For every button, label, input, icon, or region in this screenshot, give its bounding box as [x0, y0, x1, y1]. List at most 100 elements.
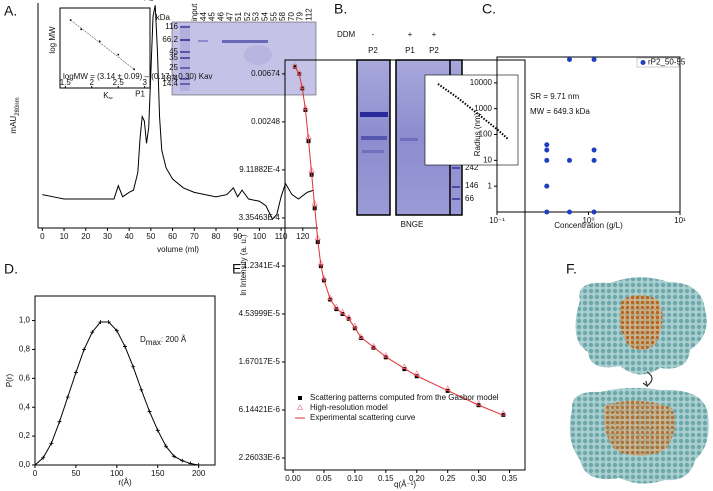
fit-result: SR = 9.71 nm	[530, 92, 579, 101]
y-tick-label: 0,0	[19, 460, 31, 469]
x-axis-label: volume (ml)	[157, 245, 199, 254]
dmax-annotation: Dmax: 200 Å	[140, 335, 187, 347]
y-tick-label: 2.26033E-6	[239, 453, 281, 462]
point-marker	[114, 328, 119, 333]
point-marker	[139, 387, 144, 392]
point-marker	[131, 364, 136, 369]
y-tick-label: 0.00248	[251, 117, 280, 126]
point	[591, 209, 597, 215]
y-tick-label: 1000	[474, 104, 492, 113]
gel-unit: kDa	[156, 13, 171, 22]
x-axis-label: Concentration (g/L)	[554, 221, 623, 230]
plot-frame	[59, 7, 151, 89]
y-axis-label-main: mAU	[9, 116, 18, 134]
x-tick-label: 0.15	[378, 474, 394, 483]
point-marker	[155, 428, 160, 433]
point-marker	[147, 409, 152, 414]
y-tick-label: 6.14421E-6	[239, 405, 281, 414]
x-axis-label-main: K	[103, 91, 109, 100]
marker-label: 66	[465, 194, 474, 203]
x-tick-label: 1.5	[60, 78, 72, 87]
panel-label: E.	[232, 261, 245, 277]
x-tick-label: 90	[233, 232, 242, 241]
y-tick-label: 1.67017E-5	[239, 357, 281, 366]
data-line	[294, 66, 504, 416]
x-tick-label: 0.20	[409, 474, 425, 483]
panel-label: F.	[566, 261, 577, 277]
point-marker	[357, 333, 365, 340]
x-axis-label: r(Å)	[118, 478, 132, 487]
detergent-label: DDM	[337, 30, 356, 39]
x-tick-label: 0.05	[316, 474, 332, 483]
gel-lane-label: 53	[252, 12, 261, 21]
marker-label: 242	[465, 163, 479, 172]
y-tick-label: 10	[483, 155, 492, 164]
point-marker	[82, 347, 87, 352]
lane-label: P2	[368, 46, 378, 55]
point	[591, 157, 597, 163]
point	[117, 53, 120, 56]
gel-lane-label: 51	[234, 12, 243, 21]
x-axis-label: q(Å⁻¹)	[394, 480, 416, 489]
x-tick-label: 10	[60, 232, 69, 241]
condition: -	[372, 30, 375, 39]
legend-box	[636, 57, 680, 68]
x-tick-label: 10⁻¹	[489, 216, 505, 225]
legend-label: Scattering patterns computed from the Ga…	[310, 393, 499, 402]
x-tick-label: 100	[110, 469, 124, 478]
x-tick-label: 40	[125, 232, 134, 241]
equation: logMW = (3.14 ± 0.09) – (0.17 ± 0.30) Ka…	[63, 72, 213, 81]
point-marker	[106, 320, 111, 324]
x-tick-label: 0.10	[347, 474, 363, 483]
gel-lane-label: 52	[243, 12, 252, 21]
x-tick-label: 2.5	[113, 78, 125, 87]
x-axis-label: Kav	[103, 91, 113, 100]
x-tick-label: 50	[71, 469, 80, 478]
x-tick-label: 0.25	[440, 474, 456, 483]
y-axis-label-main: P(r)	[5, 374, 14, 388]
point	[98, 40, 101, 43]
point	[567, 209, 573, 215]
plot-frame	[496, 56, 681, 213]
y-axis-label: Radius (nm)	[473, 112, 482, 156]
peak-label: P2	[144, 0, 154, 3]
y-tick-label: 0,2	[19, 431, 31, 440]
gel-lane-label: 112	[305, 8, 314, 21]
gel-lane-label: 79	[296, 12, 305, 21]
gel-lane-label: 70	[287, 12, 296, 21]
point-marker	[172, 454, 177, 459]
point	[591, 147, 597, 153]
y-tick-label: 9.11882E-4	[239, 165, 280, 174]
x-tick-label: 200	[192, 469, 206, 478]
y-tick-label: 0,4	[19, 402, 31, 411]
point-marker	[402, 367, 407, 372]
gel-marker-label: 45	[169, 47, 178, 56]
plot-frame	[284, 59, 526, 471]
y-axis-label: ln Intensity (a. u.)	[239, 234, 248, 296]
x-axis-label-sub: av	[109, 95, 113, 100]
marker-label: 146	[465, 181, 479, 190]
gel-marker-label: 66.2	[162, 35, 178, 44]
point	[544, 209, 550, 215]
y-tick-label: 10000	[470, 78, 493, 87]
dmax-sub: max	[146, 338, 161, 347]
gel-lane-label: 46	[217, 12, 226, 21]
point	[567, 57, 573, 63]
point-marker	[292, 64, 297, 69]
point	[544, 157, 550, 163]
x-tick-label: 0	[33, 469, 38, 478]
peak-label: P1	[135, 89, 145, 98]
legend-symbol	[640, 60, 646, 65]
point-marker	[49, 441, 54, 446]
y-axis-label-sub: 280nm	[15, 97, 21, 115]
x-tick-label: 30	[103, 232, 112, 241]
sds-gel	[171, 21, 317, 96]
condition: +	[432, 30, 437, 39]
x-tick-label: 150	[151, 469, 165, 478]
gel-marker-label: 18.4	[162, 74, 178, 83]
y-axis-label-main: Radius (nm)	[473, 112, 482, 156]
gel-marker-label: 25	[169, 63, 178, 72]
point	[567, 157, 573, 163]
panel-label: B.	[334, 1, 347, 17]
